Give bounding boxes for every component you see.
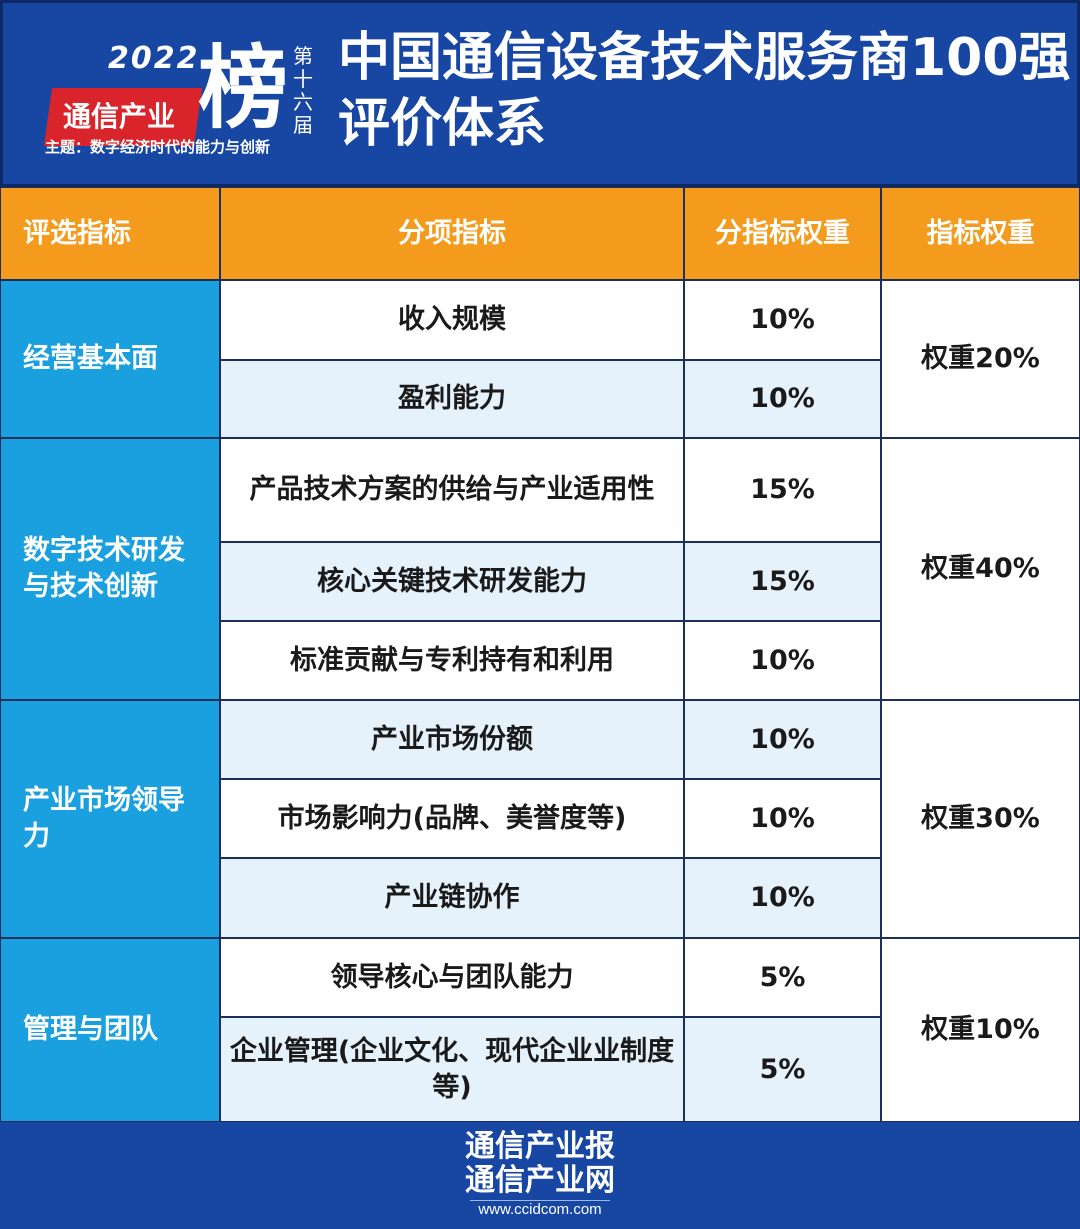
group-name-cell: 产业市场领导力 — [0, 700, 220, 938]
group-weight-cell: 权重10% — [881, 938, 1080, 1122]
footer-website-name: 通信产业网 — [465, 1163, 615, 1198]
group-weight-cell: 权重40% — [881, 438, 1080, 700]
sub-weight-cell: 10% — [684, 360, 881, 438]
sub-weight-cell: 10% — [684, 858, 881, 938]
sub-indicator-cell: 盈利能力 — [220, 360, 684, 438]
footer-url: www.ccidcom.com — [470, 1200, 610, 1218]
sub-weight-cell: 5% — [684, 938, 881, 1017]
title-line-1: 中国通信设备技术服务商100强 — [338, 28, 1071, 88]
page-title: 中国通信设备技术服务商100强 评价体系 — [338, 25, 1071, 157]
sub-indicator-cell: 核心关键技术研发能力 — [220, 542, 684, 621]
banner: 2022 通信产业 榜 第十六届 主题：数字经济时代的能力与创新 中国通信设备技… — [0, 0, 1080, 187]
footer: 通信产业报 通信产业网 www.ccidcom.com — [0, 1122, 1080, 1229]
sub-weight-cell: 15% — [684, 542, 881, 621]
column-header: 评选指标 — [0, 187, 220, 280]
sub-indicator-cell: 标准贡献与专利持有和利用 — [220, 621, 684, 700]
group-name-cell: 管理与团队 — [0, 938, 220, 1122]
sub-indicator-cell: 收入规模 — [220, 280, 684, 360]
column-header: 分项指标 — [220, 187, 684, 280]
sub-indicator-cell: 产业链协作 — [220, 858, 684, 938]
sub-indicator-cell: 产品技术方案的供给与产业适用性 — [220, 438, 684, 542]
sub-indicator-cell: 产业市场份额 — [220, 700, 684, 779]
sub-weight-cell: 10% — [684, 280, 881, 360]
event-logo: 2022 通信产业 榜 第十六届 主题：数字经济时代的能力与创新 — [43, 33, 313, 163]
group-name-cell: 经营基本面 — [0, 280, 220, 438]
logo-theme: 主题：数字经济时代的能力与创新 — [45, 138, 271, 156]
title-line-2: 评价体系 — [338, 94, 547, 154]
sub-indicator-cell: 企业管理(企业文化、现代企业业制度等) — [220, 1017, 684, 1122]
evaluation-table: 评选指标 分项指标 分指标权重 指标权重 经营基本面 权重20% 收入规模 10% 盈利… — [0, 187, 1080, 1122]
logo-edition: 第十六届 — [293, 44, 313, 137]
column-header: 指标权重 — [881, 187, 1080, 280]
sub-weight-cell: 10% — [684, 700, 881, 779]
sub-indicator-cell: 市场影响力(品牌、美誉度等) — [220, 779, 684, 858]
sub-weight-cell: 15% — [684, 438, 881, 542]
sub-weight-cell: 10% — [684, 779, 881, 858]
sub-indicator-cell: 领导核心与团队能力 — [220, 938, 684, 1017]
footer-newspaper: 通信产业报 — [465, 1129, 615, 1164]
logo-bang: 榜 — [198, 35, 288, 141]
logo-name: 通信产业 — [63, 100, 176, 133]
group-weight-cell: 权重30% — [881, 700, 1080, 938]
sub-weight-cell: 10% — [684, 621, 881, 700]
logo-year: 2022 — [108, 41, 200, 76]
group-name-cell: 数字技术研发与技术创新 — [0, 438, 220, 700]
group-weight-cell: 权重20% — [881, 280, 1080, 438]
column-header: 分指标权重 — [684, 187, 881, 280]
sub-weight-cell: 5% — [684, 1017, 881, 1122]
